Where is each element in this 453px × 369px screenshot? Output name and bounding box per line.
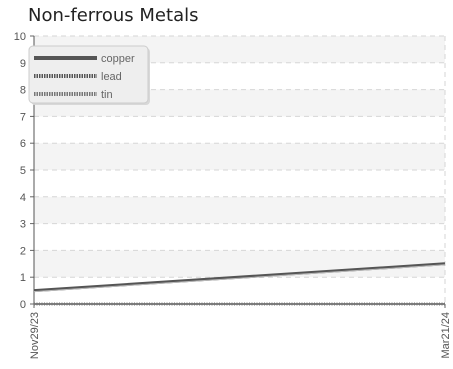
y-tick-label: 2 <box>20 245 26 257</box>
legend-label-lead: lead <box>101 71 122 83</box>
y-tick-label: 5 <box>20 165 26 177</box>
y-tick-label: 4 <box>20 192 26 204</box>
legend: copper lead tin <box>28 45 150 105</box>
y-tick-label: 9 <box>20 58 26 70</box>
y-tick-label: 6 <box>20 138 26 150</box>
series-lines <box>33 262 446 306</box>
y-tick-label: 0 <box>20 299 26 311</box>
series-line-copper <box>33 262 446 293</box>
x-tick-labels: Nov29/23 Mar21/24 <box>29 312 452 359</box>
plot-band <box>34 143 445 170</box>
y-tick-label: 8 <box>20 85 26 97</box>
x-tick-label: Mar21/24 <box>440 312 452 358</box>
series-highlight-copper <box>33 264 446 293</box>
legend-box <box>28 45 149 104</box>
y-tick-label: 10 <box>14 31 26 43</box>
y-tick-labels: 0 1 2 3 4 5 6 7 8 9 10 <box>14 31 26 311</box>
grid-lines <box>33 35 446 304</box>
chart-title: Non-ferrous Metals <box>28 5 199 26</box>
y-tick-label: 7 <box>20 111 26 123</box>
y-tick-label: 1 <box>20 272 26 284</box>
plot-band <box>34 250 445 278</box>
legend-label-copper: copper <box>101 53 135 65</box>
legend-label-tin: tin <box>101 89 113 101</box>
y-tick-label: 3 <box>20 219 26 231</box>
plot-band <box>34 196 445 224</box>
x-tick-label: Nov29/23 <box>29 312 41 359</box>
